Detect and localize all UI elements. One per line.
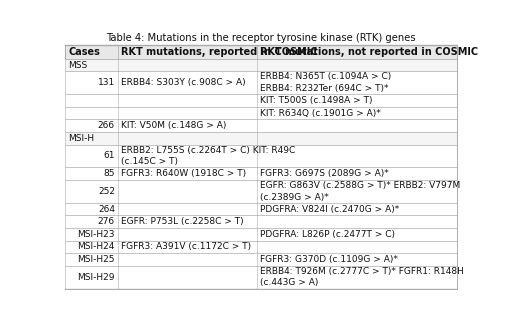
Text: 131: 131: [98, 78, 115, 87]
Text: MSI-H23: MSI-H23: [77, 230, 115, 239]
Text: PDGFRA: V824I (c.2470G > A)*: PDGFRA: V824I (c.2470G > A)*: [260, 204, 399, 214]
Text: KIT: T500S (c.1498A > T): KIT: T500S (c.1498A > T): [260, 96, 373, 105]
Bar: [65, 167, 457, 180]
Text: 276: 276: [98, 217, 115, 226]
Text: ERBB4: S303Y (c.908C > A): ERBB4: S303Y (c.908C > A): [121, 78, 246, 87]
Text: FGFR3: R640W (1918C > T): FGFR3: R640W (1918C > T): [121, 169, 246, 178]
Text: PDGFRA: L826P (c.2477T > C): PDGFRA: L826P (c.2477T > C): [260, 230, 395, 239]
Bar: [65, 266, 457, 289]
Bar: [65, 119, 457, 132]
Bar: [65, 107, 457, 119]
Text: KIT: V50M (c.148G > A): KIT: V50M (c.148G > A): [121, 121, 227, 130]
Text: 266: 266: [98, 121, 115, 130]
Text: MSI-H: MSI-H: [68, 134, 94, 143]
Bar: [65, 203, 457, 215]
Text: EGFR: G863V (c.2588G > T)* ERBB2: V797M
(c.2389G > A)*: EGFR: G863V (c.2588G > T)* ERBB2: V797M …: [260, 181, 460, 201]
Text: ERBB4: T926M (c.2777C > T)* FGFR1: R148H
(c.443G > A): ERBB4: T926M (c.2777C > T)* FGFR1: R148H…: [260, 267, 464, 288]
Text: FGFR3: G697S (2089G > A)*: FGFR3: G697S (2089G > A)*: [260, 169, 389, 178]
Bar: [65, 71, 457, 94]
Text: RKT mutations, reported in COSMIC: RKT mutations, reported in COSMIC: [121, 47, 318, 57]
Text: FGFR3: G370D (c.1109G > A)*: FGFR3: G370D (c.1109G > A)*: [260, 255, 398, 264]
Text: KIT: R634Q (c.1901G > A)*: KIT: R634Q (c.1901G > A)*: [260, 109, 381, 117]
Text: 264: 264: [98, 204, 115, 214]
Bar: [65, 180, 457, 203]
Text: ERBB2: L755S (c.2264T > C) KIT: R49C
(c.145C > T): ERBB2: L755S (c.2264T > C) KIT: R49C (c.…: [121, 146, 295, 166]
Bar: [65, 145, 457, 167]
Bar: [65, 94, 457, 107]
Text: ERBB4: N365T (c.1094A > C)
ERBB4: R232Ter (694C > T)*: ERBB4: N365T (c.1094A > C) ERBB4: R232Te…: [260, 72, 391, 93]
Text: 252: 252: [98, 187, 115, 196]
Text: MSS: MSS: [68, 61, 88, 69]
Text: FGFR3: A391V (c.1172C > T): FGFR3: A391V (c.1172C > T): [121, 243, 251, 251]
Text: EGFR: P753L (c.2258C > T): EGFR: P753L (c.2258C > T): [121, 217, 244, 226]
Text: Table 4: Mutations in the receptor tyrosine kinase (RTK) genes: Table 4: Mutations in the receptor tyros…: [106, 33, 416, 43]
Bar: [65, 215, 457, 228]
Text: Cases: Cases: [68, 47, 100, 57]
Bar: [65, 132, 457, 145]
Bar: [65, 241, 457, 253]
Text: RKT mutations, not reported in COSMIC: RKT mutations, not reported in COSMIC: [260, 47, 478, 57]
Text: 85: 85: [103, 169, 115, 178]
Bar: [65, 59, 457, 71]
Bar: [65, 253, 457, 266]
Bar: [65, 45, 457, 59]
Text: 61: 61: [103, 152, 115, 160]
Text: MSI-H29: MSI-H29: [77, 273, 115, 282]
Bar: [65, 228, 457, 241]
Text: MSI-H25: MSI-H25: [77, 255, 115, 264]
Text: MSI-H24: MSI-H24: [77, 243, 115, 251]
